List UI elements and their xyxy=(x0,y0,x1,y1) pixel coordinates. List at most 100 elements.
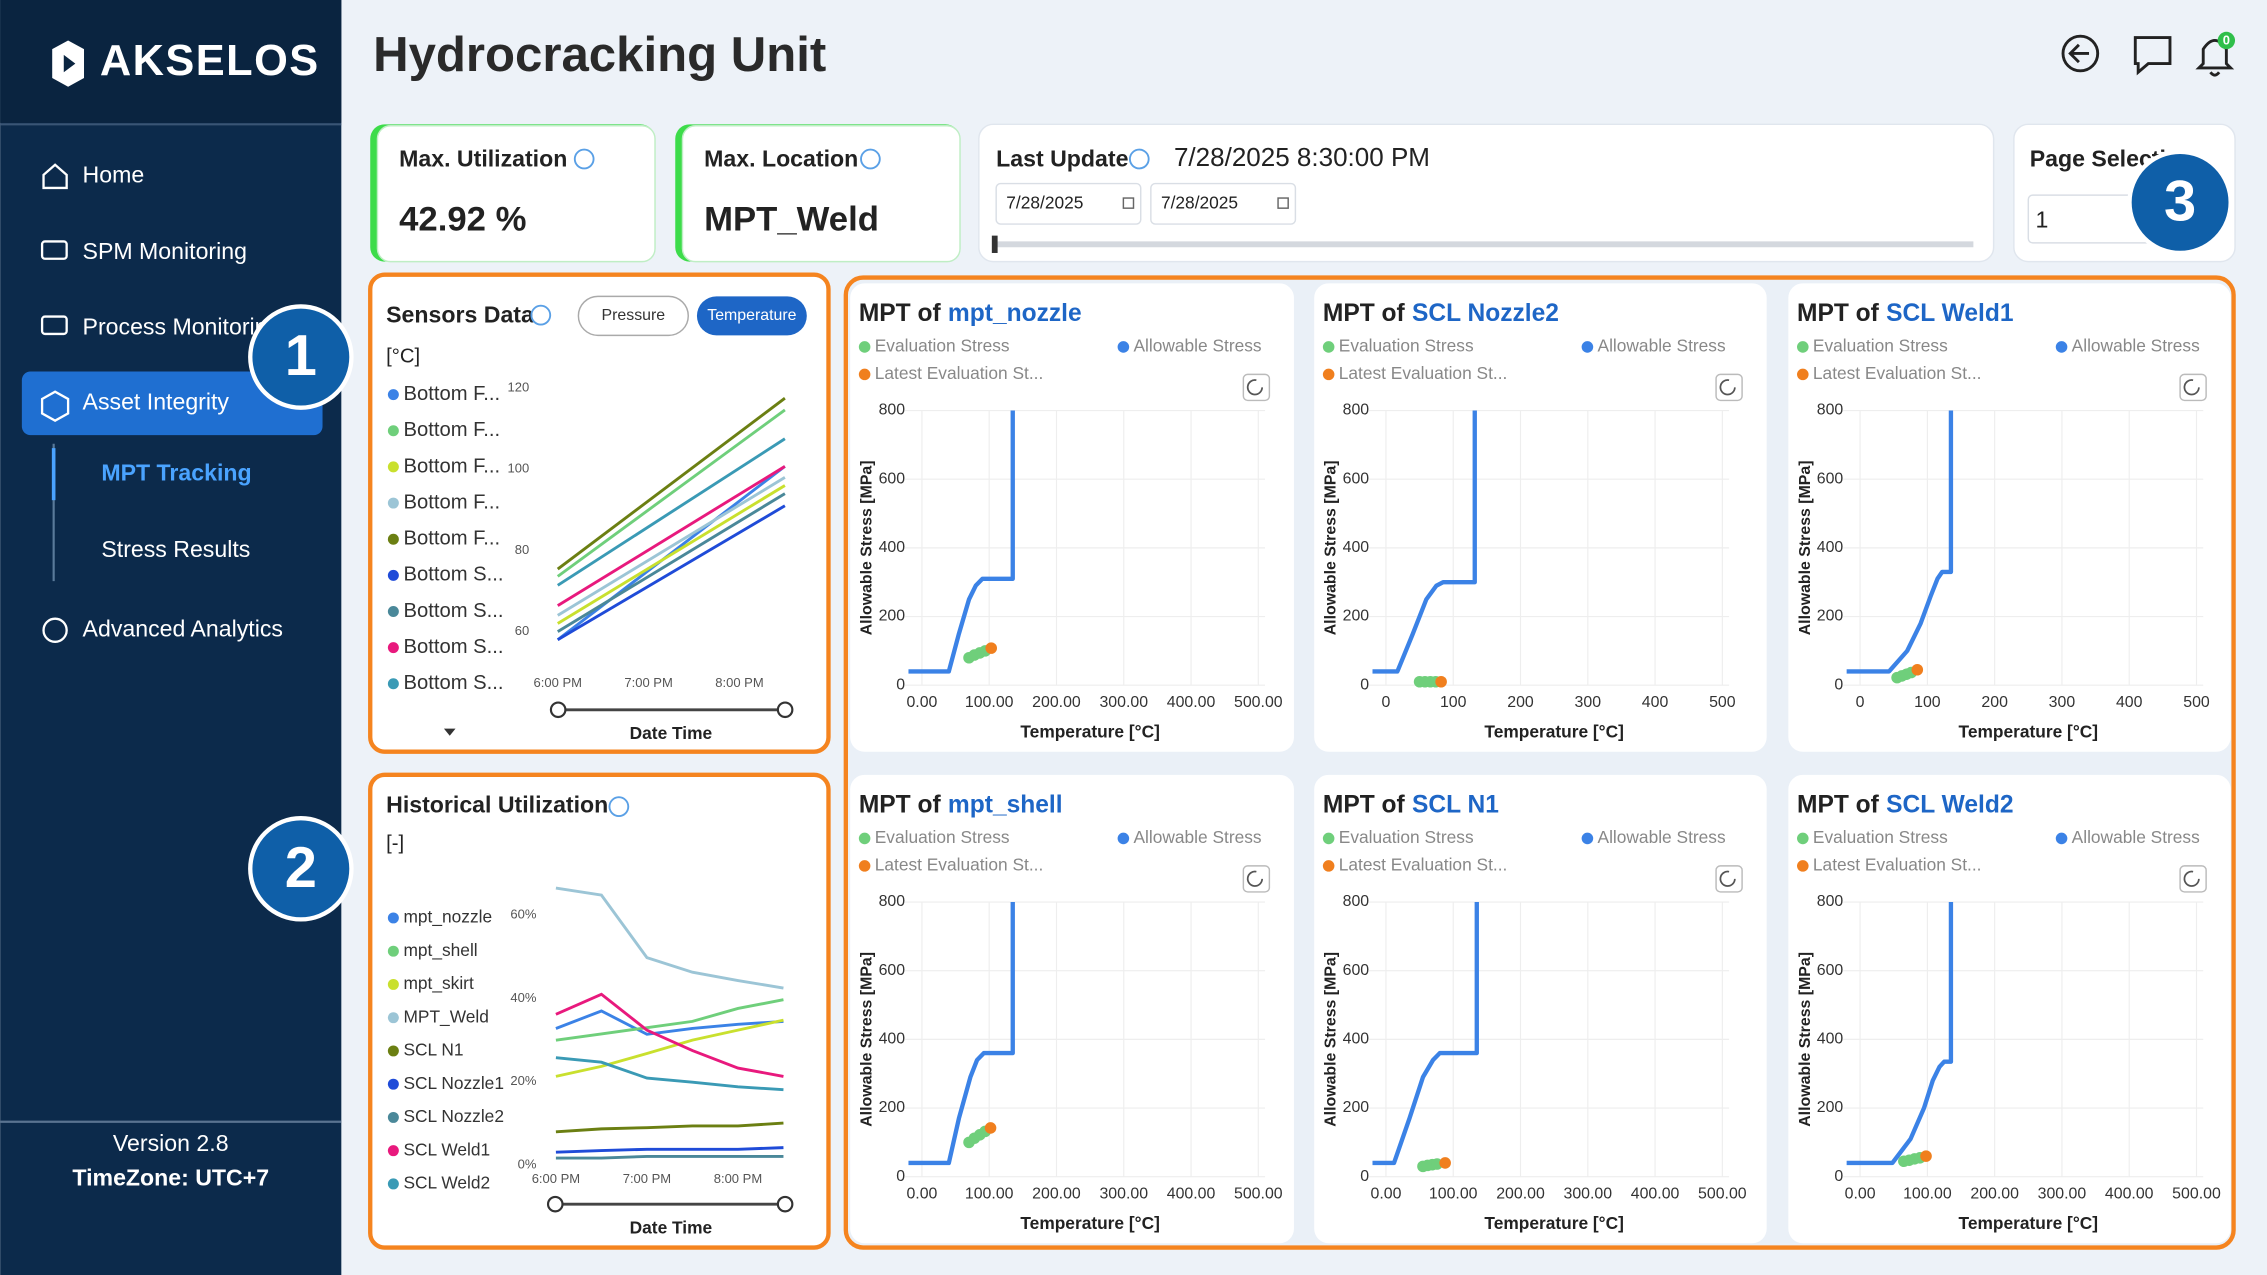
nav-item[interactable]: SPM Monitoring xyxy=(83,238,247,264)
legend-swatch xyxy=(1797,368,1809,381)
y-tick-label: 40% xyxy=(510,990,536,1005)
x-tick-label: 0.00 xyxy=(906,694,937,711)
asset-name: mpt_nozzle xyxy=(948,301,1082,328)
help-icon[interactable] xyxy=(608,796,630,817)
nav-item[interactable]: Process Monitoring xyxy=(83,313,281,339)
x-tick-label: 400.00 xyxy=(1167,694,1216,711)
series-line xyxy=(556,408,786,578)
help-icon[interactable] xyxy=(573,148,595,170)
y-tick-label: 60 xyxy=(515,623,529,638)
reset-button[interactable] xyxy=(2179,865,2207,893)
x-tick-label: 100.00 xyxy=(1903,1185,1952,1202)
help-icon[interactable] xyxy=(1128,148,1150,170)
nav-item[interactable]: Advanced Analytics xyxy=(83,615,283,641)
x-axis-label: Temperature [°C] xyxy=(1484,1213,1623,1233)
y-tick-label: 200 xyxy=(1343,1099,1370,1116)
y-tick-label: 600 xyxy=(1817,962,1844,979)
legend-swatch xyxy=(858,860,871,872)
slider-handle[interactable] xyxy=(546,1195,564,1213)
slider-handle[interactable] xyxy=(549,701,567,719)
legend-swatch xyxy=(387,461,399,473)
series-line xyxy=(557,504,786,641)
legend-label: Bottom S... xyxy=(403,636,503,658)
series-line xyxy=(556,492,786,633)
x-tick-label: 8:00 PM xyxy=(715,675,763,690)
y-tick-label: 0 xyxy=(896,676,905,693)
legend-label: mpt_skirt xyxy=(403,973,473,993)
latest-evaluation-point xyxy=(1911,663,1924,676)
legend-label: Allowable Stress xyxy=(1134,827,1262,847)
reset-button[interactable] xyxy=(1242,373,1271,402)
x-tick-label: 0.00 xyxy=(906,1185,937,1202)
page-selection-value: 1 xyxy=(2036,206,2049,232)
nav-item[interactable]: Asset Integrity xyxy=(83,388,230,414)
reset-button[interactable] xyxy=(2179,373,2207,402)
mpt-panel xyxy=(1788,283,2231,752)
page-title: Hydrocracking Unit xyxy=(373,28,826,82)
title-prefix: MPT of xyxy=(859,301,942,328)
x-tick-label: 500.00 xyxy=(1698,1185,1747,1202)
legend-label: SCL Weld2 xyxy=(403,1173,490,1193)
y-tick-label: 800 xyxy=(1817,893,1844,910)
help-icon[interactable] xyxy=(860,148,881,170)
x-tick-label: 100 xyxy=(1440,694,1467,711)
x-tick-label: 100.00 xyxy=(965,694,1014,711)
dropdown-arrow[interactable] xyxy=(443,728,456,736)
slider-handle[interactable] xyxy=(776,1195,794,1213)
date-input[interactable] xyxy=(1150,182,1297,225)
y-tick-label: 80 xyxy=(515,542,529,557)
calendar-icon xyxy=(1122,197,1135,209)
chat-icon[interactable] xyxy=(2133,36,2172,76)
nav-item[interactable]: Home xyxy=(83,161,145,187)
reset-button[interactable] xyxy=(1242,865,1271,893)
help-icon[interactable] xyxy=(530,304,552,326)
x-tick-label: 100.00 xyxy=(965,1185,1014,1202)
legend-label: Latest Evaluation St... xyxy=(1813,854,1982,874)
legend-swatch xyxy=(387,1111,399,1123)
slider-handle[interactable] xyxy=(991,235,998,253)
slider-handle[interactable] xyxy=(776,701,794,719)
x-tick-label: 300.00 xyxy=(2038,1185,2087,1202)
toggle-button[interactable] xyxy=(696,296,807,336)
toggle-label: Temperature xyxy=(707,307,796,324)
asset-name: SCL Nozzle2 xyxy=(1412,301,1559,328)
x-tick-label: 0 xyxy=(1382,694,1391,711)
x-tick-label: 0.00 xyxy=(1845,1185,1876,1202)
legend-label: Allowable Stress xyxy=(1134,336,1262,356)
back-icon[interactable] xyxy=(2061,34,2100,73)
y-tick-label: 200 xyxy=(1817,608,1844,625)
toggle-button[interactable] xyxy=(577,295,689,337)
x-axis-label: Temperature [°C] xyxy=(1959,1213,2098,1233)
legend-label: Allowable Stress xyxy=(2072,827,2200,847)
reset-icon xyxy=(2183,870,2200,887)
reset-button[interactable] xyxy=(1715,865,1743,893)
legend-swatch xyxy=(1797,860,1809,872)
legend-swatch xyxy=(387,1078,399,1090)
nav-item[interactable]: MPT Tracking xyxy=(101,459,251,485)
allowable-stress-line xyxy=(1846,410,1954,674)
asset-icon xyxy=(40,390,70,422)
y-tick-label: 200 xyxy=(879,608,906,625)
x-tick-label: 500.00 xyxy=(1234,1185,1283,1202)
y-tick-label: 400 xyxy=(879,539,906,556)
legend-swatch xyxy=(387,1012,399,1024)
legend-swatch xyxy=(858,832,871,845)
reset-icon xyxy=(2183,379,2200,396)
legend-swatch xyxy=(1117,341,1130,353)
reset-icon xyxy=(1719,379,1736,396)
legend-swatch xyxy=(1581,832,1594,845)
series-line xyxy=(555,1154,784,1160)
x-tick-label: 7:00 PM xyxy=(624,675,672,690)
date-input[interactable] xyxy=(995,182,1142,225)
mpt-panel xyxy=(850,774,1294,1244)
title-prefix: MPT of xyxy=(859,792,942,819)
legend-label: Allowable Stress xyxy=(1598,827,1726,847)
nav-item[interactable]: Stress Results xyxy=(101,536,250,562)
legend-swatch xyxy=(387,1045,399,1057)
x-tick-label: 500 xyxy=(1709,694,1736,711)
y-tick-label: 0% xyxy=(518,1157,537,1172)
reset-button[interactable] xyxy=(1715,373,1743,402)
toggle-label: Pressure xyxy=(602,307,666,324)
legend-label: Evaluation Stress xyxy=(875,827,1010,847)
